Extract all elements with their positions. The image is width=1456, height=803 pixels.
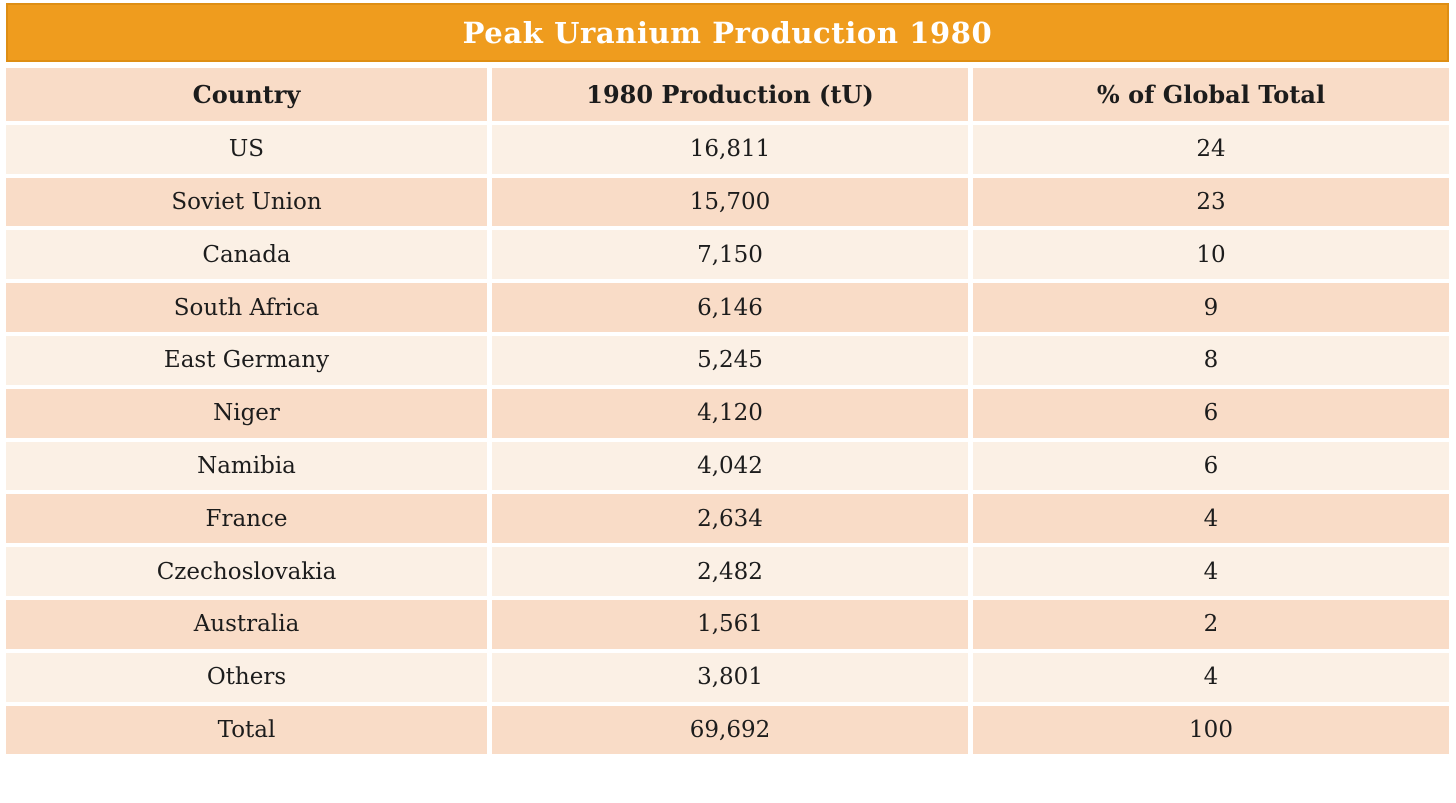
cell-country: South Africa — [6, 279, 487, 332]
cell-percent: 6 — [968, 437, 1449, 491]
cell-country: East Germany — [6, 331, 487, 385]
cell-production: 2,482 — [487, 543, 968, 596]
cell-production: 1,561 — [487, 595, 968, 649]
cell-percent: 6 — [968, 384, 1449, 438]
column-header-production: 1980 Production (tU) — [487, 68, 968, 121]
table-row: France 2,634 4 — [6, 490, 1449, 544]
uranium-production-table: Country 1980 Production (tU) % of Global… — [6, 68, 1449, 755]
cell-percent: 4 — [968, 543, 1449, 596]
cell-percent: 24 — [968, 120, 1449, 174]
cell-production: 3,801 — [487, 648, 968, 702]
cell-production: 16,811 — [487, 120, 968, 174]
table-row: Niger 4,120 6 — [6, 384, 1449, 438]
cell-percent: 2 — [968, 595, 1449, 649]
table-row: East Germany 5,245 8 — [6, 331, 1449, 385]
table-row: South Africa 6,146 9 — [6, 279, 1449, 332]
cell-country: Total — [6, 701, 487, 755]
cell-country: Namibia — [6, 437, 487, 491]
table-row: US 16,811 24 — [6, 120, 1449, 174]
cell-country: US — [6, 120, 487, 174]
cell-country: Canada — [6, 226, 487, 279]
column-header-country: Country — [192, 79, 301, 109]
cell-country: France — [6, 490, 487, 543]
page-title: Peak Uranium Production 1980 — [462, 15, 993, 50]
table-header: Country 1980 Production (tU) % of Global… — [6, 68, 1449, 121]
cell-country: Niger — [6, 384, 487, 438]
cell-production: 4,042 — [487, 437, 968, 491]
cell-country: Others — [6, 648, 487, 702]
table-row: Others 3,801 4 — [6, 648, 1449, 702]
table-row: Australia 1,561 2 — [6, 595, 1449, 649]
cell-percent: 8 — [968, 331, 1449, 385]
table-row: Soviet Union 15,700 23 — [6, 173, 1449, 227]
table-row: Namibia 4,042 6 — [6, 437, 1449, 491]
table-row: Canada 7,150 10 — [6, 226, 1449, 280]
cell-production: 6,146 — [487, 279, 968, 332]
column-header-percent: % of Global Total — [968, 68, 1449, 121]
cell-country: Australia — [6, 595, 487, 649]
cell-production: 7,150 — [487, 226, 968, 280]
cell-percent: 4 — [968, 648, 1449, 702]
header-row: Country 1980 Production (tU) % of Global… — [6, 68, 1449, 121]
cell-production: 15,700 — [487, 173, 968, 227]
cell-percent: 9 — [968, 279, 1449, 332]
cell-production: 2,634 — [487, 490, 968, 544]
cell-percent: 10 — [968, 226, 1449, 280]
cell-country: Soviet Union — [6, 173, 487, 227]
cell-production: 5,245 — [487, 331, 968, 385]
cell-percent: 4 — [968, 490, 1449, 544]
table-body: US 16,811 24 Soviet Union 15,700 23 Cana… — [6, 120, 1449, 755]
cell-production: 4,120 — [487, 384, 968, 438]
cell-percent: 100 — [968, 701, 1449, 755]
cell-production: 69,692 — [487, 701, 968, 755]
table-row: Czechoslovakia 2,482 4 — [6, 543, 1449, 596]
table-row-total: Total 69,692 100 — [6, 701, 1449, 755]
cell-percent: 23 — [968, 173, 1449, 227]
title-bar: Peak Uranium Production 1980 — [6, 3, 1449, 62]
cell-country: Czechoslovakia — [6, 543, 487, 596]
